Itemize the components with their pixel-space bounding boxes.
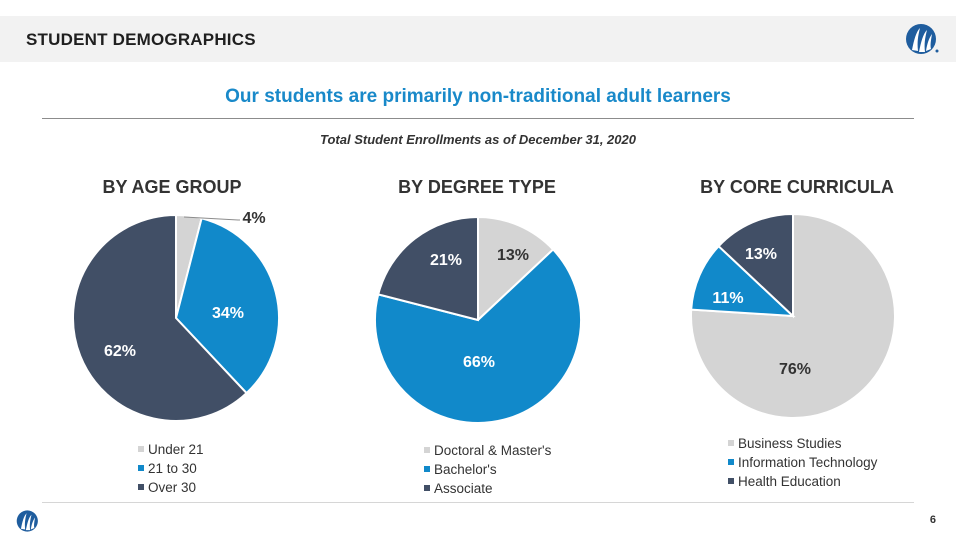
data-label-1-0: 13% bbox=[497, 247, 529, 264]
data-label-2-1: 11% bbox=[712, 290, 743, 307]
page-number: 6 bbox=[929, 514, 936, 526]
divider bbox=[42, 118, 914, 119]
wave-logo-small-icon bbox=[16, 510, 38, 532]
pie-slice-0-2 bbox=[72, 213, 248, 422]
legend-item: Business Studies bbox=[728, 434, 877, 453]
legend-swatch bbox=[424, 466, 430, 473]
wave-logo-icon bbox=[906, 24, 939, 54]
legend-swatch bbox=[728, 459, 734, 466]
legend-label: Bachelor's bbox=[434, 462, 497, 477]
legend-age: Under 21 21 to 30 Over 30 bbox=[138, 440, 204, 497]
pie-slice-2-1 bbox=[690, 244, 796, 318]
legend-item: 21 to 30 bbox=[138, 459, 204, 478]
legend-swatch bbox=[138, 465, 144, 472]
data-label-1-1: 66% bbox=[463, 354, 495, 371]
legend-label: Associate bbox=[434, 481, 493, 496]
headline: Our students are primarily non-tradition… bbox=[225, 86, 731, 107]
chart-title-degree: BY DEGREE TYPE bbox=[398, 177, 556, 197]
legend-item: Bachelor's bbox=[424, 460, 551, 479]
legend-label: Doctoral & Master's bbox=[434, 443, 552, 458]
legend-item: Information Technology bbox=[728, 453, 877, 472]
header-band bbox=[0, 16, 956, 62]
pie-slice-2-2 bbox=[717, 212, 794, 319]
legend-item: Under 21 bbox=[138, 440, 204, 459]
enrollment-caption: Total Student Enrollments as of December… bbox=[320, 132, 636, 147]
legend-label: Over 30 bbox=[148, 480, 197, 495]
pie-slice-1-0 bbox=[477, 215, 555, 323]
legend-item: Doctoral & Master's bbox=[424, 441, 551, 460]
chart-title-age: BY AGE GROUP bbox=[102, 177, 242, 197]
legend-item: Associate bbox=[424, 479, 551, 498]
chart-title-curricula: BY CORE CURRICULA bbox=[700, 177, 894, 197]
legend-swatch bbox=[728, 478, 734, 485]
legend-label: Business Studies bbox=[738, 436, 842, 451]
legend-curricula: Business Studies Information Technology He… bbox=[728, 434, 877, 491]
footer-divider bbox=[42, 502, 914, 503]
data-label-2-2: 13% bbox=[745, 246, 777, 263]
pie-slice-1-2 bbox=[377, 215, 479, 322]
legend-swatch bbox=[424, 485, 430, 492]
pie-slice-1-1 bbox=[374, 248, 582, 424]
legend-swatch bbox=[728, 440, 734, 447]
legend-swatch bbox=[424, 447, 430, 454]
legend-item: Health Education bbox=[728, 472, 877, 491]
data-label-0-0: 4% bbox=[242, 210, 265, 227]
legend-label: Information Technology bbox=[738, 455, 878, 470]
data-label-2-0: 76% bbox=[779, 361, 811, 378]
legend-degree: Doctoral & Master's Bachelor's Associate bbox=[424, 441, 551, 498]
legend-swatch bbox=[138, 446, 144, 453]
data-label-0-2: 62% bbox=[104, 343, 136, 360]
legend-label: Health Education bbox=[738, 474, 841, 489]
page-title: STUDENT DEMOGRAPHICS bbox=[26, 30, 256, 49]
leader-line bbox=[183, 216, 240, 221]
legend-item: Over 30 bbox=[138, 478, 204, 497]
legend-label: Under 21 bbox=[148, 442, 204, 457]
data-label-0-1: 34% bbox=[212, 305, 244, 322]
data-label-1-2: 21% bbox=[430, 252, 462, 269]
legend-label: 21 to 30 bbox=[148, 461, 197, 476]
legend-swatch bbox=[138, 484, 144, 491]
pie-slice-0-1 bbox=[174, 217, 280, 395]
